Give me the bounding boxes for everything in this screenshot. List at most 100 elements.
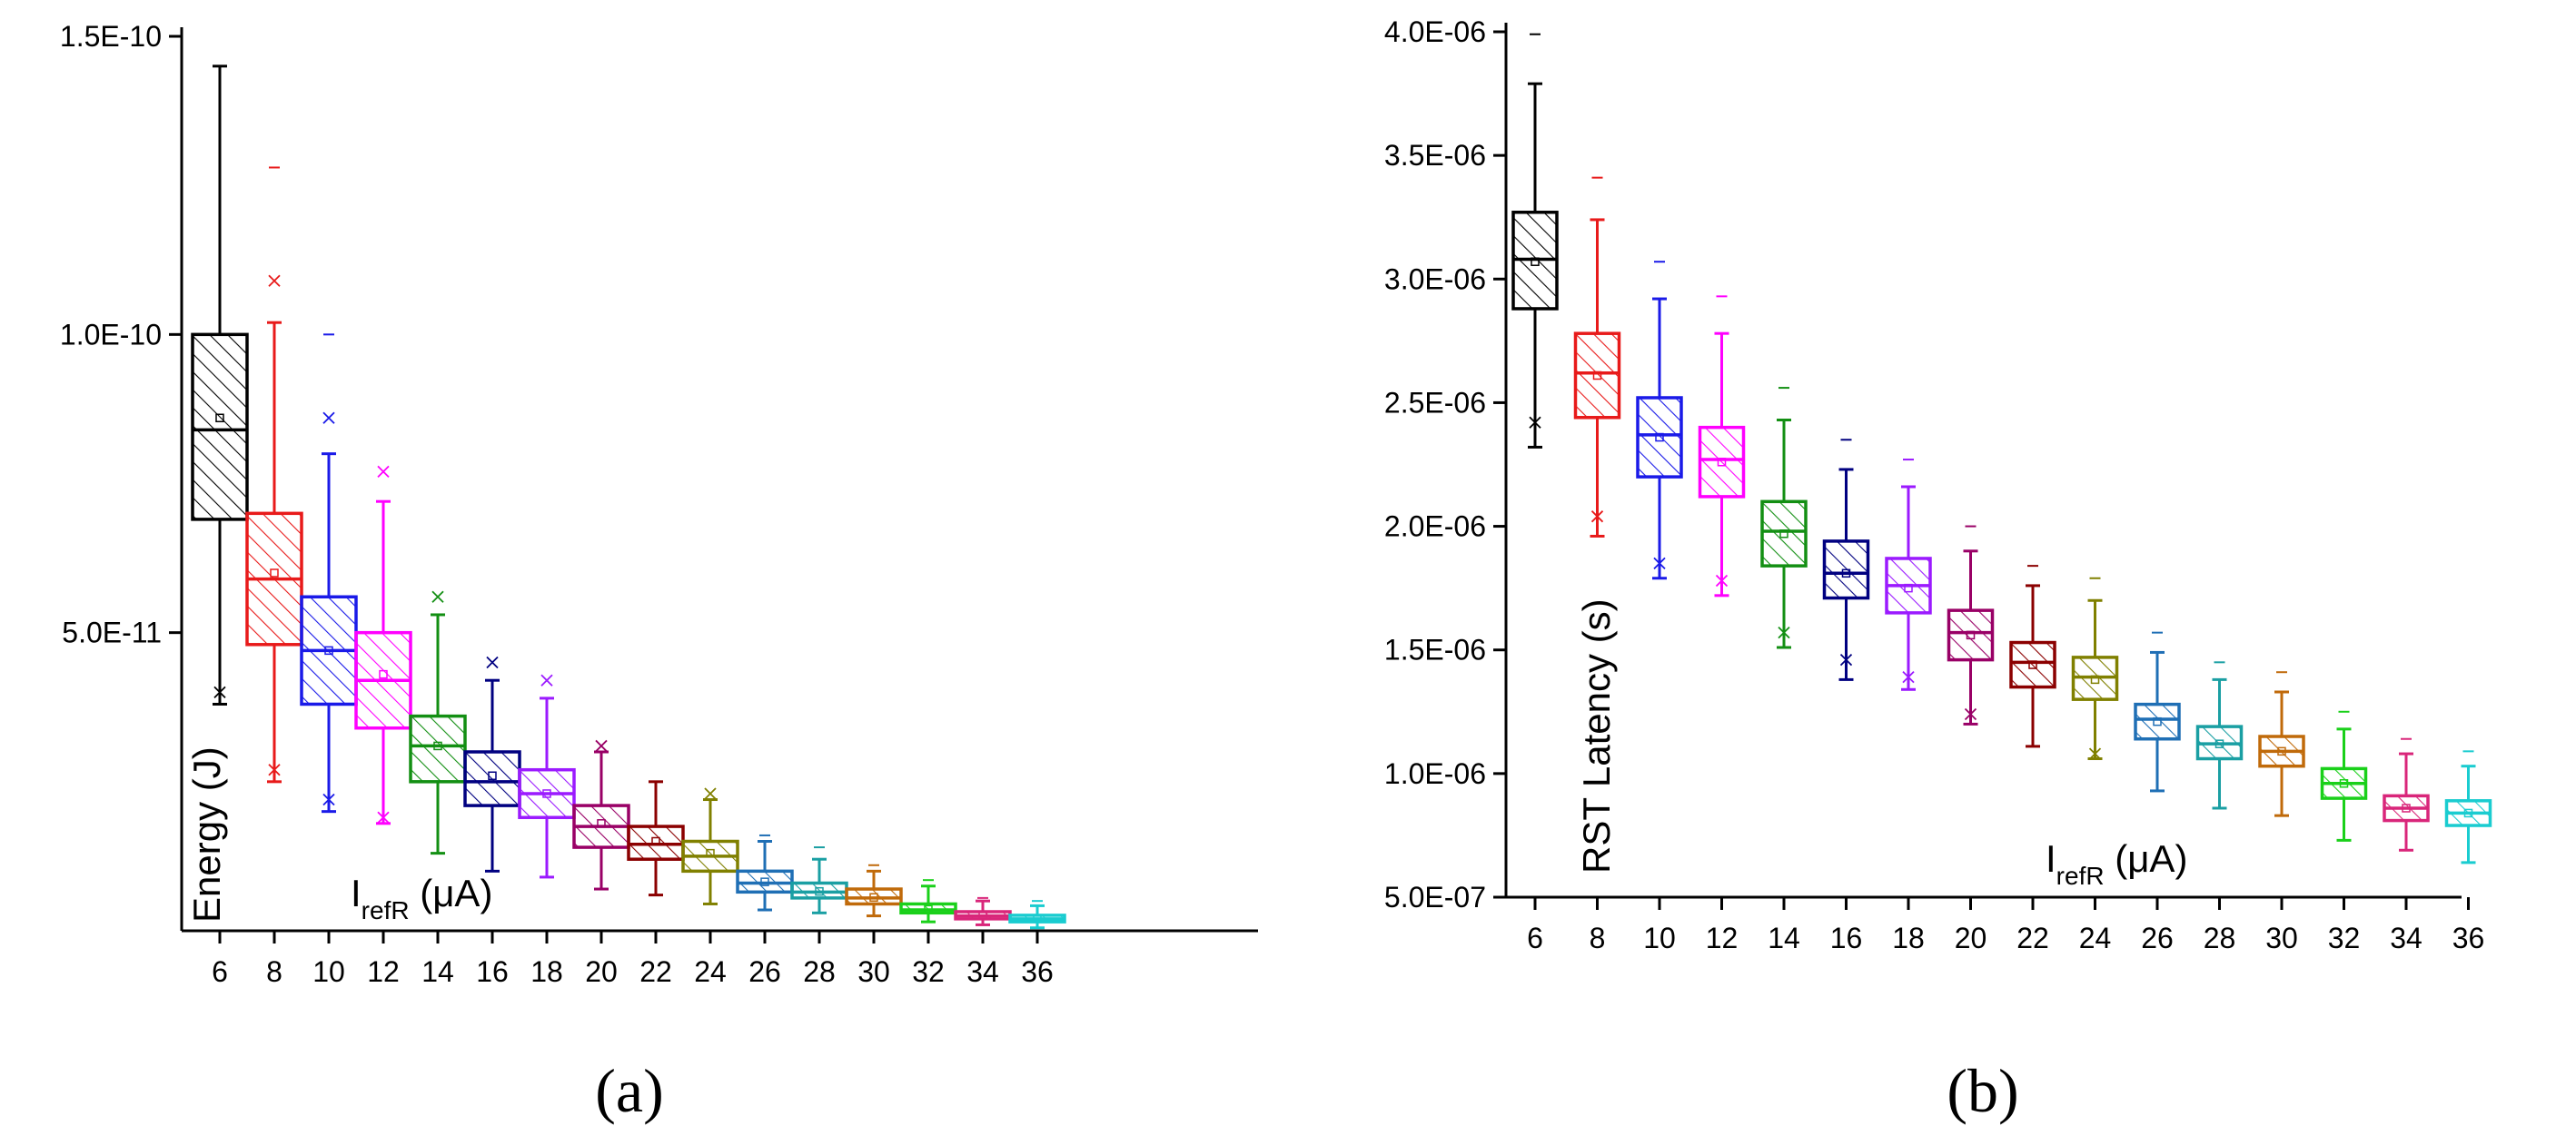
energy-box-26	[736, 834, 794, 912]
latency-x-tick-label: 20	[1955, 922, 1987, 954]
energy-x-tick-label: 18	[530, 955, 563, 988]
cross-marker-low	[1964, 707, 1977, 721]
energy-x-label-unit: (μA)	[410, 872, 493, 914]
latency-box-14	[1760, 387, 1808, 649]
mean-marker	[270, 568, 279, 578]
energy-y-tick-label: 1.5E-10	[60, 20, 162, 53]
latency-boxes	[1511, 33, 2492, 864]
latency-x-label-subscript: refR	[2056, 862, 2105, 890]
cross-marker-low	[1715, 574, 1729, 588]
latency-x-tick-label: 12	[1706, 922, 1739, 954]
mean-marker	[324, 646, 333, 656]
box-iqr	[2134, 702, 2181, 741]
energy-x-tick-label: 22	[639, 955, 672, 988]
latency-box-plot: 5.0E-07 1.0E-06 1.5E-06 2.0E-06 2.5E-06 3.0E-…	[1384, 15, 2492, 1125]
cross-marker-low	[1653, 557, 1666, 570]
energy-box-12	[354, 465, 412, 825]
latency-y-tick-label: 2.5E-06	[1384, 386, 1486, 419]
energy-box-34	[954, 896, 1012, 926]
latency-box-12	[1698, 295, 1746, 598]
cross-marker-low	[1839, 653, 1853, 667]
mean-marker	[597, 819, 606, 828]
panel-label-b: (b)	[1947, 1056, 2018, 1125]
latency-box-8	[1573, 176, 1621, 538]
energy-box-10	[300, 333, 358, 814]
energy-axes	[169, 27, 1258, 943]
latency-x-tick-label: 26	[2141, 922, 2174, 954]
energy-x-tick-label: 34	[966, 955, 999, 988]
energy-box-plot: 5.0E-11 1.0E-10 1.5E-10 6 8 10 12 14 16 18 20 22 24…	[60, 20, 1258, 1125]
mean-marker	[1592, 370, 1602, 380]
latency-x-tick-label: 8	[1590, 922, 1606, 954]
cross-marker-high	[322, 411, 335, 424]
mean-marker	[1717, 458, 1727, 467]
cross-marker-low	[377, 811, 390, 824]
latency-x-tick-label: 30	[2265, 922, 2298, 954]
energy-y-tick-label: 1.0E-10	[60, 318, 162, 351]
latency-y-tick-labels: 5.0E-07 1.0E-06 1.5E-06 2.0E-06 2.5E-06 3.0E-…	[1384, 15, 1486, 914]
mean-marker	[215, 413, 224, 423]
mean-marker	[2277, 746, 2286, 756]
cross-marker-high	[540, 674, 553, 687]
cross-marker-high	[377, 465, 390, 479]
energy-x-tick-label: 8	[266, 955, 282, 988]
mean-marker	[2090, 675, 2100, 685]
latency-x-label-base: I	[2046, 837, 2056, 880]
energy-boxes	[191, 64, 1066, 930]
latency-x-tick-label: 14	[1768, 922, 1800, 954]
energy-y-tick-label: 5.0E-11	[62, 617, 162, 649]
latency-box-10	[1636, 261, 1683, 580]
energy-x-tick-label: 20	[585, 955, 618, 988]
latency-y-tick-label: 5.0E-07	[1384, 881, 1486, 914]
energy-box-20	[572, 739, 630, 891]
mean-marker	[542, 789, 551, 798]
energy-y-axis-label: Energy (J)	[185, 746, 228, 923]
latency-x-tick-labels: 6 8 10 12 14 16 18 20 22 24 26 28 30 32 34 36	[1527, 922, 2484, 954]
energy-box-30	[845, 864, 903, 918]
energy-x-tick-label: 32	[912, 955, 945, 988]
panel-label-a: (a)	[595, 1056, 663, 1125]
energy-box-36	[1008, 900, 1066, 930]
mean-marker	[433, 741, 442, 751]
mean-marker	[2402, 804, 2411, 813]
latency-box-22	[2009, 565, 2056, 748]
latency-x-tick-label: 22	[2016, 922, 2049, 954]
latency-x-axis-label: IrefR (μA)	[2046, 837, 2187, 890]
energy-box-14	[409, 590, 467, 855]
latency-y-tick-label: 2.0E-06	[1384, 510, 1486, 543]
mean-marker	[1779, 529, 1788, 538]
cross-marker-high	[268, 274, 281, 287]
latency-x-tick-label: 34	[2390, 922, 2422, 954]
mean-marker	[1531, 257, 1540, 266]
energy-box-18	[518, 674, 576, 879]
latency-x-tick-label: 16	[1830, 922, 1863, 954]
latency-box-32	[2320, 710, 2368, 842]
energy-box-6	[191, 64, 249, 706]
cross-marker-low	[322, 793, 335, 806]
mean-marker	[379, 669, 388, 679]
energy-x-axis-label: IrefR (μA)	[351, 872, 492, 924]
energy-box-16	[463, 656, 521, 873]
energy-box-22	[627, 780, 685, 897]
latency-x-tick-label: 6	[1527, 922, 1543, 954]
mean-marker	[706, 848, 715, 858]
energy-x-tick-label: 14	[421, 955, 454, 988]
mean-marker	[2463, 808, 2473, 818]
latency-box-6	[1511, 33, 1559, 449]
mean-marker	[2214, 739, 2224, 748]
cross-marker-low	[1590, 510, 1604, 523]
cross-marker-high	[704, 787, 717, 800]
latency-box-20	[1947, 525, 1995, 726]
energy-x-tick-label: 26	[748, 955, 781, 988]
latency-x-tick-label: 28	[2204, 922, 2236, 954]
energy-x-tick-label: 30	[857, 955, 890, 988]
energy-x-tick-label: 6	[212, 955, 228, 988]
energy-x-tick-label: 12	[367, 955, 400, 988]
latency-box-18	[1885, 459, 1932, 691]
latency-y-tick-label: 3.0E-06	[1384, 262, 1486, 295]
latency-box-26	[2134, 631, 2181, 793]
box-iqr	[1573, 331, 1621, 420]
mean-marker	[1904, 583, 1913, 593]
energy-y-tick-labels: 5.0E-11 1.0E-10 1.5E-10	[60, 20, 162, 649]
cross-marker-high	[431, 590, 444, 603]
